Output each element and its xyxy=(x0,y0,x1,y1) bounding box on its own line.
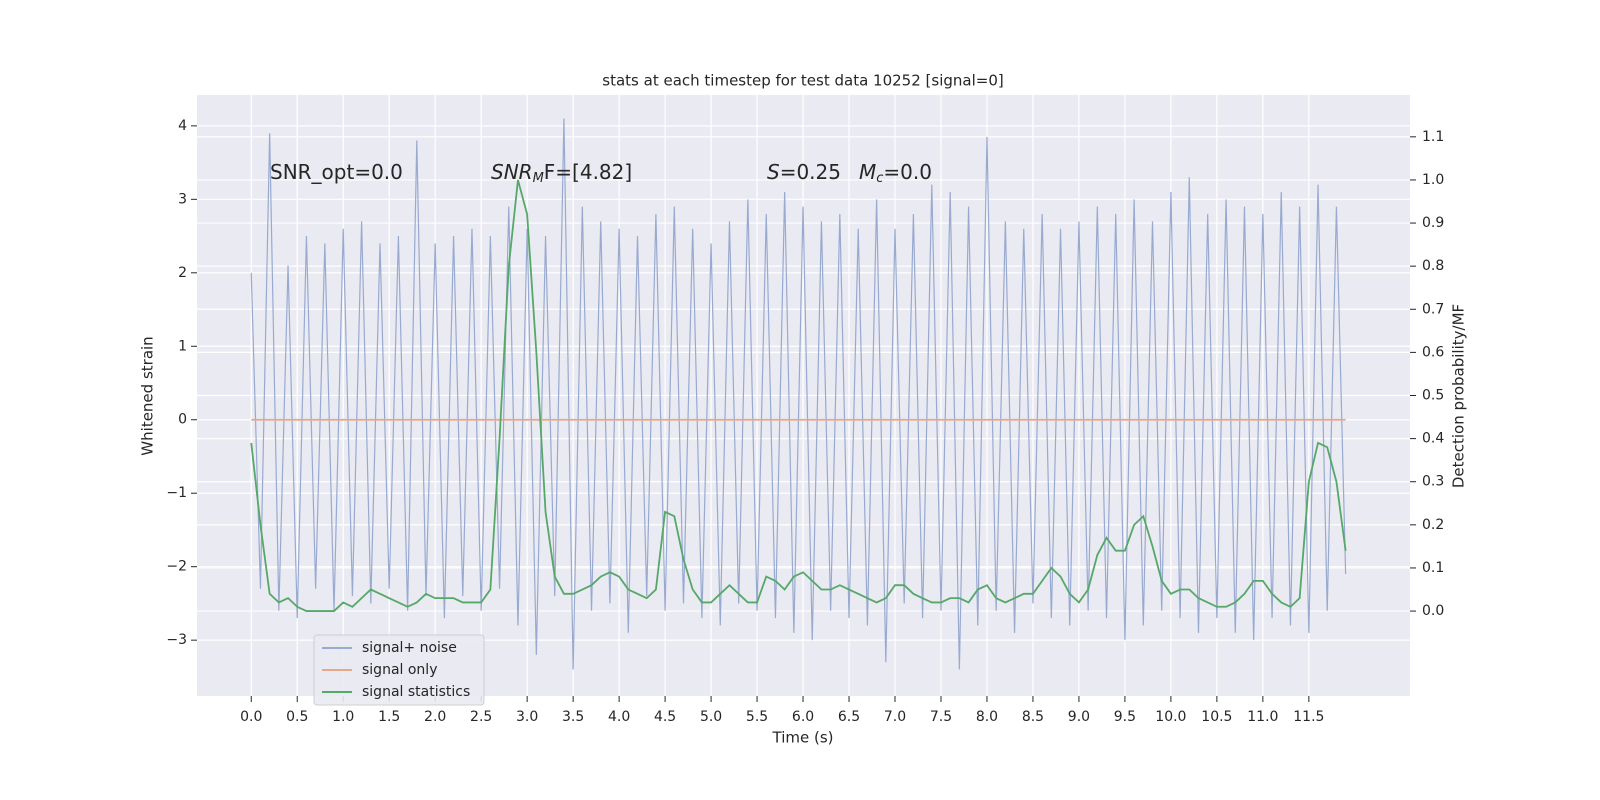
annotation: SNRMF=[4.82] xyxy=(491,160,632,186)
y-tick-label: −3 xyxy=(166,632,187,648)
legend-box xyxy=(313,634,485,706)
y2-tick-label: 0.8 xyxy=(1422,258,1444,274)
x-tick-label: 0.5 xyxy=(286,709,308,725)
x-tick-label: 1.5 xyxy=(378,709,400,725)
x-tick-label: 6.5 xyxy=(838,709,860,725)
legend-label: signal statistics xyxy=(362,684,470,700)
y2-tick-label: 0.7 xyxy=(1422,301,1444,317)
x-tick-label: 3.0 xyxy=(516,709,538,725)
y2-tick-label: 0.9 xyxy=(1422,215,1444,231)
annotation-part: c xyxy=(876,171,883,186)
legend: signal+ noise signal only signal statistic… xyxy=(313,634,485,706)
y2-axis-label: Detection probability/MF xyxy=(1450,304,1468,488)
annotation-part: S xyxy=(767,160,780,184)
x-tick-label: 8.0 xyxy=(976,709,998,725)
annotation-part: M xyxy=(859,160,876,184)
x-tick-label: 9.5 xyxy=(1114,709,1136,725)
x-tick-label: 7.0 xyxy=(884,709,906,725)
x-tick-label: 8.5 xyxy=(1022,709,1044,725)
y2-tick-label: 0.3 xyxy=(1422,474,1444,490)
annotation-part: =0.0 xyxy=(883,160,932,184)
y-tick-label: −1 xyxy=(166,485,187,501)
x-tick-label: 10.5 xyxy=(1201,709,1232,725)
x-tick-label: 5.0 xyxy=(700,709,722,725)
marks xyxy=(250,118,1347,670)
y2-tick-label: 1.1 xyxy=(1422,129,1444,145)
y2-tick-label: 0.2 xyxy=(1422,517,1444,533)
y2-tick-label: 0.0 xyxy=(1422,603,1444,619)
legend-label: signal+ noise xyxy=(362,640,457,656)
x-tick-label: 4.5 xyxy=(654,709,676,725)
x-tick-label: 11.0 xyxy=(1247,709,1278,725)
y-tick-label: 3 xyxy=(178,191,187,207)
annotation-part: SNR xyxy=(491,160,533,184)
y2-tick-label: 0.5 xyxy=(1422,388,1444,404)
y2-tick-label: 0.1 xyxy=(1422,560,1444,576)
x-tick-label: 6.0 xyxy=(792,709,814,725)
x-tick-label: 11.5 xyxy=(1293,709,1324,725)
y-tick-label: 1 xyxy=(178,338,187,354)
x-tick-label: 10.0 xyxy=(1155,709,1186,725)
annotation: S=0.25 Mc=0.0 xyxy=(767,160,932,186)
x-tick-label: 0.0 xyxy=(240,709,262,725)
x-tick-label: 2.5 xyxy=(470,709,492,725)
x-tick-label: 9.0 xyxy=(1068,709,1090,725)
y-tick-label: 4 xyxy=(178,118,187,134)
chart-title: stats at each timestep for test data 102… xyxy=(602,72,1003,90)
y2-tick-label: 0.6 xyxy=(1422,344,1444,360)
y-tick-label: −2 xyxy=(166,559,187,575)
x-tick-label: 5.5 xyxy=(746,709,768,725)
x-tick-label: 2.0 xyxy=(424,709,446,725)
x-tick-label: 1.0 xyxy=(332,709,354,725)
y-tick-label: 0 xyxy=(178,412,187,428)
x-axis-label: Time (s) xyxy=(772,729,834,747)
annotation-part: F=[4.82] xyxy=(544,160,632,184)
x-tick-label: 7.5 xyxy=(930,709,952,725)
y2-tick-label: 1.0 xyxy=(1422,172,1444,188)
series-line xyxy=(250,179,1347,612)
labels: 0.0 0.5 1.0 1.5 2.0 2.5 3.0 3.5 4.0 4.5 5.0 5.5 6.0 6… xyxy=(166,118,1444,725)
annotation-part: =0.25 xyxy=(780,160,841,184)
x-tick-label: 4.0 xyxy=(608,709,630,725)
annotation-part: SNR_opt=0.0 xyxy=(270,160,403,184)
x-tick-label: 3.5 xyxy=(562,709,584,725)
annotation: SNR_opt=0.0 xyxy=(270,160,403,184)
annotation-part: M xyxy=(533,171,544,186)
y2-tick-label: 0.4 xyxy=(1422,431,1444,447)
y-axis-label: Whitened strain xyxy=(139,336,157,455)
legend-label: signal only xyxy=(362,662,437,678)
y-tick-label: 2 xyxy=(178,265,187,281)
